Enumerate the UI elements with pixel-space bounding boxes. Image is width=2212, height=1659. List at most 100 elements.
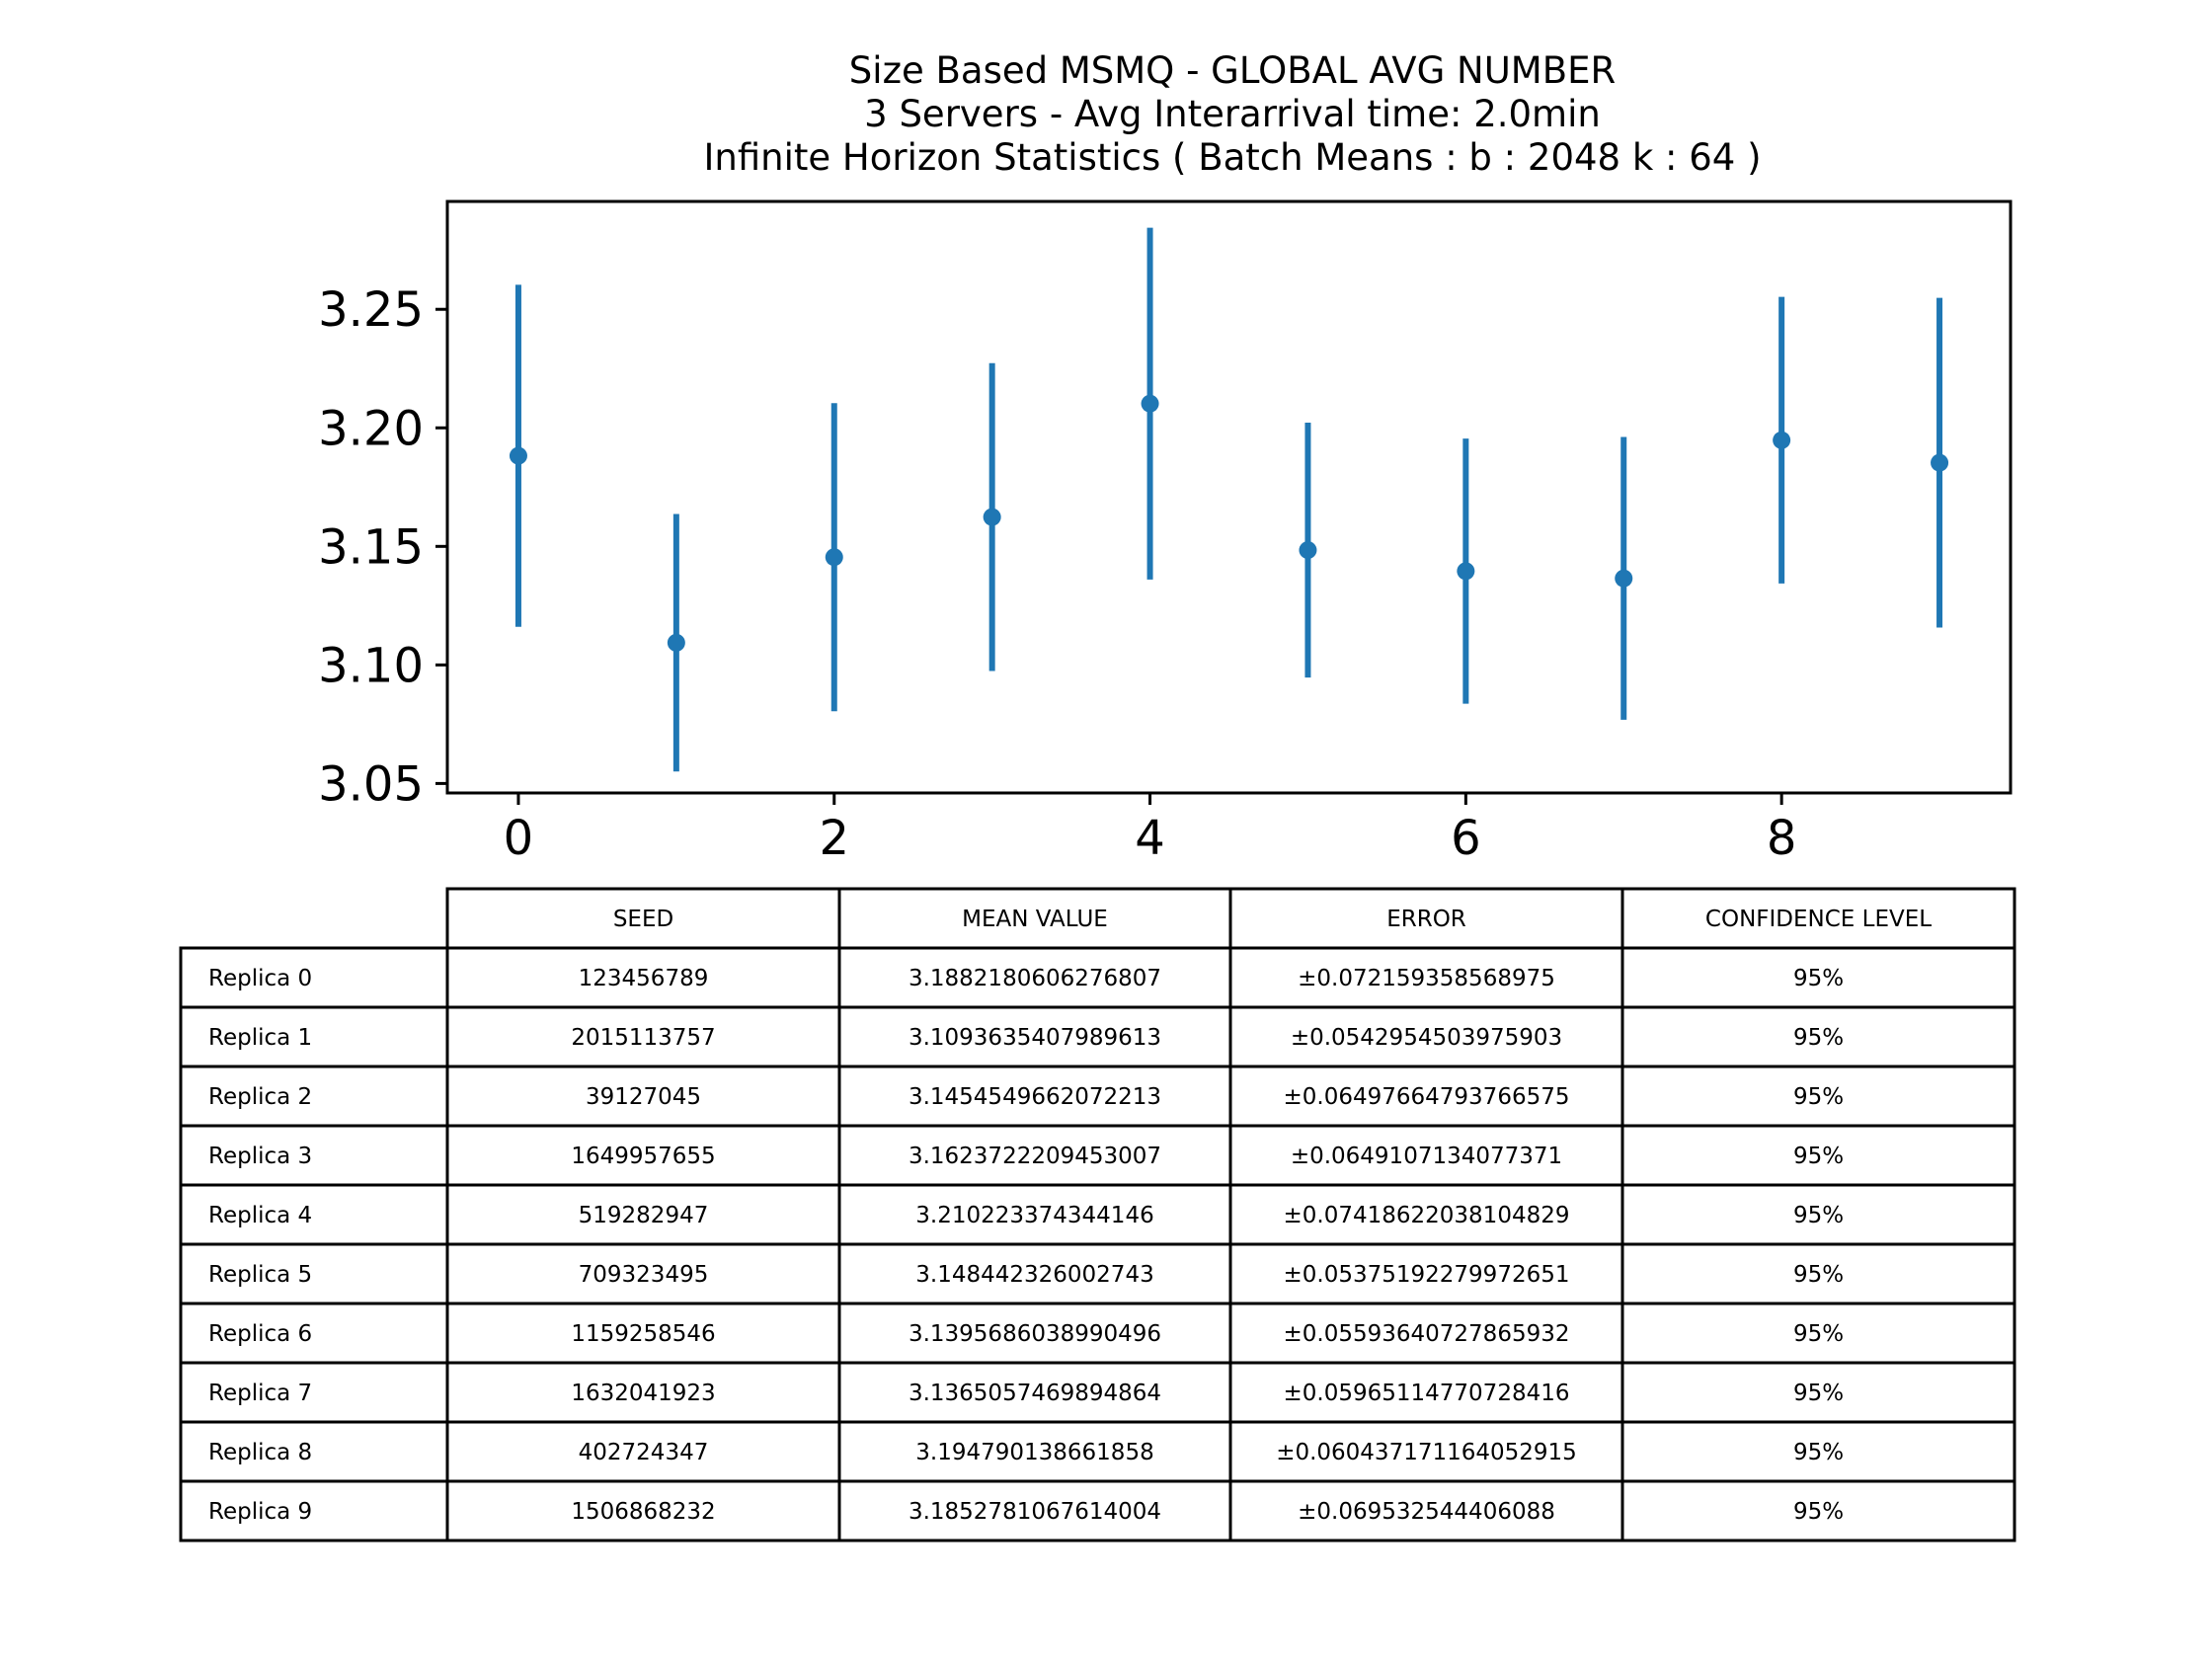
cell-conf: 95% [1793, 1381, 1844, 1406]
cell-mean: 3.1882180606276807 [908, 966, 1161, 991]
cell-mean: 3.210223374344146 [915, 1203, 1153, 1228]
x-tick-label: 2 [819, 811, 849, 866]
table-cell [1228, 1242, 1624, 1305]
title-line-2: 3 Servers - Avg Interarrival time: 2.0mi… [864, 93, 1601, 135]
header-cell [1228, 887, 1624, 950]
data-point [1931, 453, 1949, 472]
x-tick-label: 6 [1451, 811, 1481, 866]
cell-mean: 3.1623722209453007 [908, 1144, 1161, 1169]
row-label: Replica 8 [208, 1440, 312, 1465]
row-label: Replica 4 [208, 1203, 312, 1228]
cell-conf: 95% [1793, 1499, 1844, 1525]
cell-seed: 519282947 [579, 1203, 709, 1228]
row-label: Replica 3 [208, 1144, 312, 1169]
table-cell [1228, 1479, 1624, 1542]
cell-mean: 3.1093635407989613 [908, 1025, 1161, 1051]
table-cell [445, 1479, 841, 1542]
cell-error: ±0.072159358568975 [1298, 966, 1555, 991]
header-cell [837, 887, 1232, 950]
axes-frame [445, 199, 2013, 795]
title-line-3: Infinite Horizon Statistics ( Batch Mean… [703, 136, 1761, 179]
table-cell [445, 1302, 841, 1365]
table-cell [445, 1420, 841, 1483]
cell-error: ±0.06497664793766575 [1284, 1084, 1570, 1110]
cell-seed: 2015113757 [571, 1025, 715, 1051]
y-tick-label: 3.05 [318, 756, 424, 812]
cell-mean: 3.148442326002743 [915, 1262, 1153, 1288]
column-header: CONFIDENCE LEVEL [1705, 907, 1932, 932]
table-cell [445, 1005, 841, 1068]
y-tick-label: 3.25 [318, 282, 424, 338]
table-cell [1620, 1479, 2016, 1542]
cell-error: ±0.05593640727865932 [1284, 1321, 1570, 1347]
cell-conf: 95% [1793, 1203, 1844, 1228]
cell-conf: 95% [1793, 1084, 1844, 1110]
row-label: Replica 9 [208, 1499, 312, 1525]
cell-seed: 402724347 [579, 1440, 709, 1465]
table-cell [1620, 1302, 2016, 1365]
cell-conf: 95% [1793, 1440, 1844, 1465]
cell-error: ±0.05965114770728416 [1284, 1381, 1570, 1406]
cell-seed: 1506868232 [571, 1499, 715, 1525]
cell-error: ±0.05375192279972651 [1284, 1262, 1570, 1288]
cell-mean: 3.1395686038990496 [908, 1321, 1161, 1347]
table-cell [1228, 1005, 1624, 1068]
row-label: Replica 7 [208, 1381, 312, 1406]
chart-title: Size Based MSMQ - GLOBAL AVG NUMBER 3 Se… [703, 49, 1761, 179]
row-label-cell [179, 1124, 449, 1187]
cell-seed: 1649957655 [571, 1144, 715, 1169]
data-point [509, 446, 527, 465]
y-tick-label: 3.15 [318, 519, 424, 575]
cell-seed: 39127045 [586, 1084, 701, 1110]
table-cell [1620, 1361, 2016, 1424]
data-point [1457, 562, 1475, 581]
y-tick-label: 3.20 [318, 401, 424, 456]
x-tick-label: 4 [1135, 811, 1165, 866]
data-point [1773, 431, 1791, 449]
x-tick-label: 0 [504, 811, 534, 866]
row-label: Replica 0 [208, 966, 312, 991]
data-point [1615, 569, 1633, 588]
table-cell [837, 1183, 1232, 1246]
table-cell [1620, 946, 2016, 1009]
table-cell [445, 1242, 841, 1305]
cell-error: ±0.0542954503975903 [1291, 1025, 1562, 1051]
data-point [983, 508, 1001, 526]
title-line-1: Size Based MSMQ - GLOBAL AVG NUMBER [849, 49, 1616, 92]
table-cell [837, 1479, 1232, 1542]
data-point [667, 633, 685, 652]
row-label: Replica 2 [208, 1084, 312, 1110]
row-label: Replica 5 [208, 1262, 312, 1288]
column-header: MEAN VALUE [962, 907, 1108, 932]
cell-error: ±0.07418622038104829 [1284, 1203, 1570, 1228]
row-label: Replica 6 [208, 1321, 312, 1347]
cell-conf: 95% [1793, 1144, 1844, 1169]
row-label-cell [179, 1361, 449, 1424]
cell-mean: 3.1454549662072213 [908, 1084, 1161, 1110]
column-header: ERROR [1386, 907, 1466, 932]
cell-seed: 1632041923 [571, 1381, 715, 1406]
header-cell [1620, 887, 2016, 950]
row-label-cell [179, 1183, 449, 1246]
cell-conf: 95% [1793, 1025, 1844, 1051]
cell-mean: 3.194790138661858 [915, 1440, 1153, 1465]
data-point [1299, 541, 1317, 560]
cell-mean: 3.1852781067614004 [908, 1499, 1161, 1525]
cell-seed: 123456789 [579, 966, 709, 991]
cell-seed: 709323495 [579, 1262, 709, 1288]
cell-seed: 1159258546 [571, 1321, 715, 1347]
cell-conf: 95% [1793, 966, 1844, 991]
cell-error: ±0.069532544406088 [1298, 1499, 1555, 1525]
cell-error: ±0.060437171164052915 [1276, 1440, 1577, 1465]
table-cell [1620, 1124, 2016, 1187]
table-cell [837, 1361, 1232, 1424]
row-label: Replica 1 [208, 1025, 312, 1051]
cell-error: ±0.0649107134077371 [1291, 1144, 1562, 1169]
cell-mean: 3.1365057469894864 [908, 1381, 1161, 1406]
table-cell [1228, 946, 1624, 1009]
table-cell [1620, 1420, 2016, 1483]
plot-area: 0 2 4 6 8 3.05 3.10 3.15 3.20 3.25 [318, 199, 2013, 866]
row-label-cell [179, 1242, 449, 1305]
table-cell [1620, 1242, 2016, 1305]
